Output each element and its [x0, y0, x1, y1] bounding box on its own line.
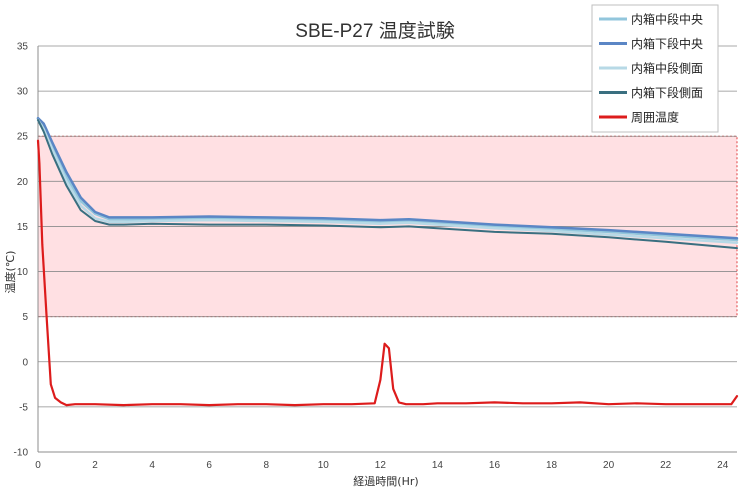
x-tick-label: 18: [546, 460, 558, 471]
series-lines: [36, 116, 739, 407]
y-tick-label: 25: [17, 132, 29, 143]
y-tick-label: 20: [17, 177, 29, 188]
axes: [37, 46, 737, 453]
series-line: [37, 119, 738, 250]
legend-label: 周囲温度: [631, 110, 679, 125]
x-tick-label: 14: [432, 460, 444, 471]
legend-label: 内箱中段中央: [631, 12, 703, 27]
x-tick-label: 24: [717, 460, 729, 471]
series-line: [36, 118, 739, 244]
y-tick-label: -5: [19, 402, 28, 413]
chart-title: SBE-P27 温度試験: [295, 20, 454, 42]
x-tick-label: 8: [263, 460, 269, 471]
y-tick-label: 15: [17, 222, 29, 233]
x-tick-label: 2: [92, 460, 98, 471]
x-tick-label: 16: [489, 460, 501, 471]
x-tick-label: 4: [149, 460, 155, 471]
x-tick-label: 22: [660, 460, 672, 471]
legend-label: 内箱下段中央: [631, 36, 703, 51]
y-axis-label: 温度(℃): [3, 251, 17, 294]
y-tick-label: 5: [22, 312, 28, 323]
series-line: [36, 116, 739, 240]
x-tick-label: 6: [206, 460, 212, 471]
x-axis-label: 経過時間(Hr): [353, 475, 418, 488]
x-tick-label: 0: [35, 460, 41, 471]
series-line: [36, 116, 739, 242]
y-tick-label: 30: [17, 87, 29, 98]
y-tick-label: 35: [17, 42, 29, 53]
legend-label: 内箱中段側面: [631, 61, 703, 76]
y-tick-label: 10: [17, 267, 29, 278]
legend-label: 内箱下段側面: [631, 85, 703, 100]
y-tick-labels: -10 -5 0 5 10 15 20 25 30 35: [14, 42, 29, 459]
x-tick-label: 10: [318, 460, 330, 471]
y-tick-label: 0: [22, 357, 28, 368]
series-line: [36, 139, 739, 407]
y-tick-label: -10: [14, 448, 29, 459]
x-tick-label: 20: [603, 460, 615, 471]
x-tick-labels: 0 2 4 6 8 10 12 14 16 18 20 22 24: [35, 460, 729, 471]
x-tick-label: 12: [375, 460, 387, 471]
